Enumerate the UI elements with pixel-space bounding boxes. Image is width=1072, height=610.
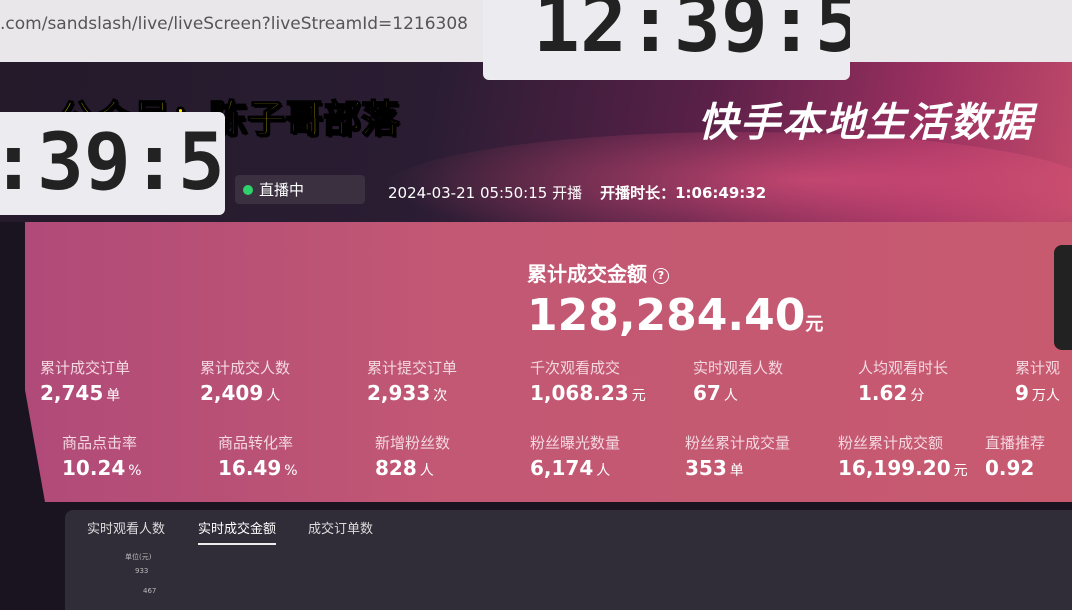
metric-label: 实时观看人数	[693, 359, 784, 377]
metric-unit: 元	[631, 388, 646, 404]
chart-unit-label: 单位(元)	[125, 553, 152, 561]
metric-label: 商品点击率	[62, 434, 138, 452]
metric-unit: 单	[106, 388, 121, 404]
y-tick: 467	[143, 587, 157, 595]
tab-realtime-viewers[interactable]: 实时观看人数	[87, 522, 166, 537]
metric-unit: 分	[910, 388, 925, 404]
metric-2-4: 粉丝累计成交量 353 单	[685, 432, 790, 480]
metric-value: 0.92	[985, 456, 1035, 480]
metric-1-1: 累计成交人数 2,409 人	[200, 357, 290, 405]
metric-1-5: 人均观看时长 1.62 分	[858, 357, 948, 405]
metric-label: 累计观	[1015, 359, 1061, 377]
metric-value: 2,745 单	[40, 381, 121, 405]
duration-value: 1:06:49:32	[675, 184, 767, 202]
metric-value: 10.24%	[62, 456, 142, 480]
metric-value: 1,068.23 元	[530, 381, 646, 405]
tab-realtime-gmv[interactable]: 实时成交金额	[198, 518, 277, 545]
live-status-text: 直播中	[259, 181, 305, 199]
clock-overlay-top: 12:39:51	[483, 0, 850, 80]
url-text[interactable]: .com/sandslash/live/liveScreen?liveStrea…	[0, 14, 468, 34]
trend-chart-panel: 实时观看人数 实时成交金额 成交订单数 单位(元) 933 467	[65, 510, 1072, 610]
metric-unit: 人	[419, 463, 434, 479]
metric-value: 9 万人	[1015, 381, 1060, 405]
metric-value: 16.49%	[218, 456, 298, 480]
total-gmv-value: 128,284.40元	[527, 290, 824, 341]
metric-value: 2,933 次	[367, 381, 448, 405]
metric-label: 累计成交订单	[40, 359, 131, 377]
metric-unit: 单	[729, 463, 744, 479]
metric-unit: 元	[953, 463, 968, 479]
tab-order-count[interactable]: 成交订单数	[308, 522, 374, 537]
metric-unit: 人	[266, 388, 281, 404]
metric-2-1: 商品转化率 16.49%	[218, 432, 298, 480]
question-circle-icon[interactable]: ?	[653, 267, 669, 284]
metric-2-6: 直播推荐 0.92	[985, 432, 1045, 480]
metric-unit: 人	[723, 388, 738, 404]
duration-label: 开播时长：	[600, 184, 676, 202]
metric-2-3: 粉丝曝光数量 6,174 人	[530, 432, 620, 480]
metric-label: 直播推荐	[985, 434, 1046, 452]
metric-unit: 次	[433, 388, 448, 404]
metric-label: 千次观看成交	[530, 359, 621, 377]
total-gmv-label: 累计成交金额?	[527, 258, 669, 287]
metric-2-0: 商品点击率 10.24%	[62, 432, 142, 480]
metrics-panel	[25, 222, 1072, 502]
metric-unit: 万人	[1031, 388, 1060, 404]
metric-value: 6,174 人	[530, 456, 611, 480]
metric-unit: 人	[596, 463, 611, 479]
metric-value: 2,409 人	[200, 381, 281, 405]
metric-label: 人均观看时长	[858, 359, 949, 377]
metric-value: 16,199.20 元	[838, 456, 968, 480]
brand-title: 快手本地生活数据	[698, 100, 1034, 146]
metric-label: 新增粉丝数	[375, 434, 451, 452]
metric-label: 商品转化率	[218, 434, 294, 452]
metric-1-4: 实时观看人数 67 人	[693, 357, 783, 405]
metric-label: 累计提交订单	[367, 359, 458, 377]
live-status-badge: 直播中	[235, 175, 365, 204]
metric-value: 828 人	[375, 456, 434, 480]
metric-value: 1.62 分	[858, 381, 925, 405]
clock-overlay-left: :39:51	[0, 112, 225, 215]
y-tick: 933	[135, 567, 149, 575]
metric-2-5: 粉丝累计成交额 16,199.20 元	[838, 432, 968, 480]
metric-2-2: 新增粉丝数 828 人	[375, 432, 450, 480]
metric-label: 粉丝累计成交量	[685, 434, 791, 452]
metric-value: 67 人	[693, 381, 738, 405]
metric-unit: %	[128, 463, 142, 479]
metric-1-3: 千次观看成交 1,068.23 元	[530, 357, 646, 405]
metric-1-0: 累计成交订单 2,745 单	[40, 357, 130, 405]
metric-1-2: 累计提交订单 2,933 次	[367, 357, 457, 405]
start-time: 2024-03-21 05:50:15 开播	[388, 184, 583, 202]
metric-value: 353 单	[685, 456, 744, 480]
metric-label: 粉丝曝光数量	[530, 434, 621, 452]
stream-info: 2024-03-21 05:50:15 开播 开播时长：1:06:49:32	[388, 182, 766, 203]
metric-unit: %	[284, 463, 298, 479]
metric-label: 粉丝累计成交额	[838, 434, 944, 452]
side-handle[interactable]	[1054, 245, 1072, 350]
metric-label: 累计成交人数	[200, 359, 291, 377]
live-dot-icon	[243, 184, 253, 195]
metric-1-6: 累计观 9 万人	[1015, 357, 1060, 405]
